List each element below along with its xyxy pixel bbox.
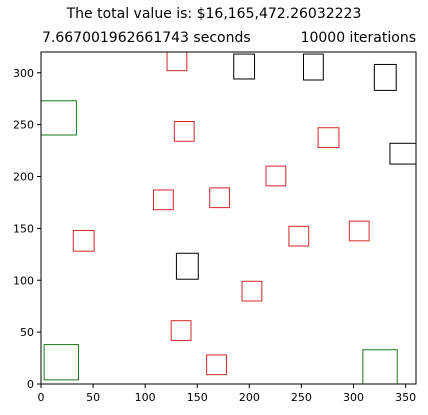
red-box-1 (173, 121, 195, 142)
black-box-15 (389, 142, 417, 165)
y-tick-label: 0 (27, 378, 34, 391)
red-box-0 (166, 51, 188, 72)
green-box-18 (43, 344, 79, 381)
x-tick-label: 100 (135, 391, 156, 404)
red-box-11 (206, 354, 227, 376)
total-value-title: The total value is: $16,165,472.26032223 (66, 6, 362, 22)
y-tick-label: 250 (13, 119, 34, 132)
x-tick-label: 300 (343, 391, 364, 404)
x-tick-label: 150 (187, 391, 208, 404)
red-box-7 (288, 225, 310, 247)
black-box-13 (303, 53, 324, 81)
y-tick-label: 100 (13, 274, 34, 287)
red-box-3 (265, 165, 287, 187)
red-box-2 (317, 127, 340, 148)
red-box-4 (153, 189, 174, 211)
red-box-6 (72, 229, 95, 252)
x-tick-label: 200 (239, 391, 260, 404)
y-tick-label: 300 (13, 67, 34, 80)
x-tick-label: 350 (395, 391, 416, 404)
red-box-5 (209, 187, 231, 209)
green-box-19 (362, 349, 398, 385)
black-box-14 (373, 63, 397, 91)
axis-ticks: 0 50 100 150 200 250 300 350 0 50 100 150 200 250 300 (13, 67, 416, 404)
red-box-8 (348, 220, 370, 242)
red-box-10 (170, 320, 192, 341)
y-tick-label: 200 (13, 171, 34, 184)
y-tick-label: 150 (13, 222, 34, 235)
x-tick-label: 50 (86, 391, 100, 404)
rectangle-marks (40, 51, 417, 385)
plot-frame (40, 51, 417, 385)
elapsed-time-label: 7.667001962661743 seconds (42, 30, 251, 46)
red-box-9 (241, 280, 263, 302)
x-tick-label: 250 (291, 391, 312, 404)
x-tick-label: 0 (38, 391, 45, 404)
y-tick-label: 50 (20, 326, 34, 339)
black-box-16 (175, 252, 199, 280)
black-box-12 (233, 53, 256, 80)
green-box-17 (40, 100, 77, 136)
iterations-label: 10000 iterations (300, 30, 416, 46)
